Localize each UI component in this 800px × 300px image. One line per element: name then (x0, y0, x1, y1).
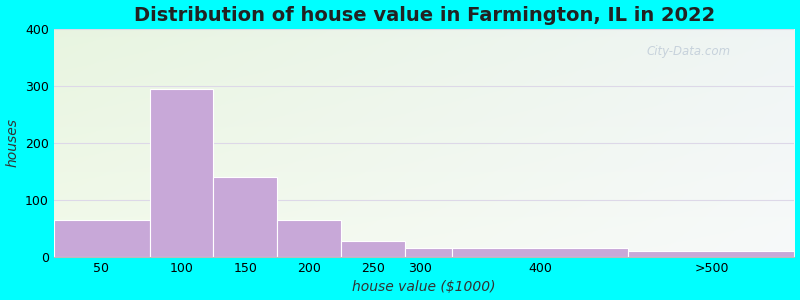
Bar (341, 241, 405, 257)
Text: City-Data.com: City-Data.com (646, 45, 730, 58)
Bar (150, 89, 214, 257)
Bar (405, 248, 452, 257)
Y-axis label: houses: houses (6, 118, 19, 167)
Title: Distribution of house value in Farmington, IL in 2022: Distribution of house value in Farmingto… (134, 6, 714, 25)
Bar (54, 220, 150, 257)
Bar (278, 220, 341, 257)
Bar (629, 251, 794, 257)
X-axis label: house value ($1000): house value ($1000) (352, 280, 496, 294)
Bar (214, 177, 278, 257)
Bar (452, 248, 629, 257)
